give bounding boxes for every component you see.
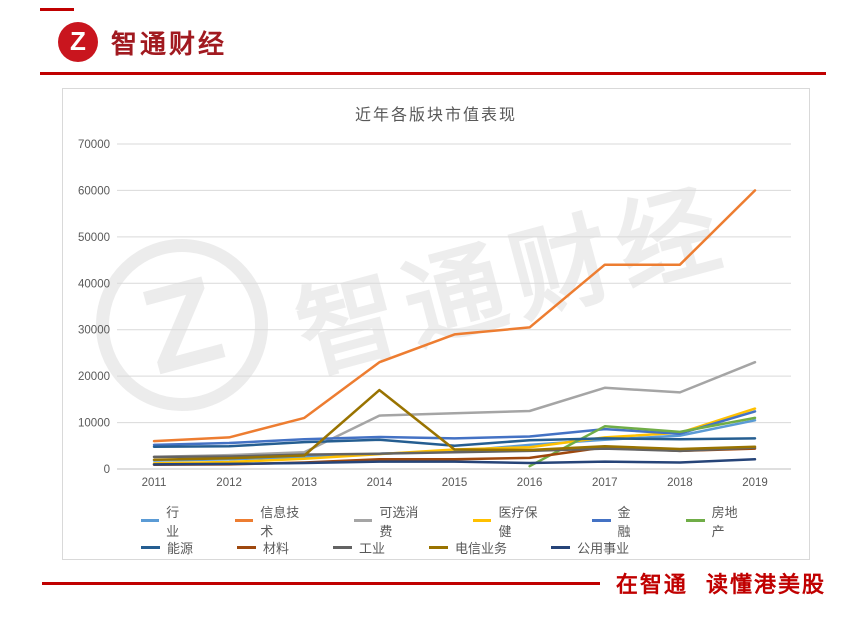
legend-row: 能源 材料 工业 电信业务 公用事业	[141, 534, 793, 561]
legend-row: 行业 信息技术 可选消费 医疗保健 金融 房地产	[141, 505, 793, 539]
legend-label: 金融	[617, 504, 631, 539]
legend-swatch	[686, 519, 705, 522]
legend-swatch	[141, 546, 160, 549]
x-tick-label: 2013	[292, 477, 318, 489]
footer-rule	[42, 581, 600, 585]
x-tick-label: 2018	[667, 477, 693, 489]
chart-container: Z 智通财经 0 10000 20000 30000 40000 50000 60000 70…	[62, 88, 810, 560]
legend-label: 信息技术	[260, 504, 300, 539]
series-line	[152, 437, 757, 448]
series-line	[152, 446, 757, 459]
legend-item: 医疗保健	[473, 502, 548, 540]
brand-logo-icon: Z	[58, 22, 98, 62]
legend-label: 行业	[166, 504, 180, 539]
series-line	[152, 360, 757, 459]
logo-z-glyph: Z	[70, 26, 86, 56]
x-tick-label: 2019	[742, 477, 768, 489]
legend-item: 金融	[592, 502, 642, 540]
x-tick-label: 2017	[592, 477, 618, 489]
brand-header: Z 智通财经	[58, 22, 227, 62]
y-tick-label: 20000	[78, 371, 110, 383]
legend-item: 信息技术	[235, 502, 310, 540]
legend-item: 公用事业	[551, 538, 629, 557]
legend-swatch	[235, 519, 254, 522]
legend-label: 房地产	[711, 504, 738, 539]
y-tick-label: 10000	[78, 418, 110, 430]
legend-item: 电信业务	[429, 538, 507, 557]
legend-swatch	[429, 546, 449, 549]
chart-title: 近年各版块市值表现	[354, 107, 517, 124]
x-tick-label: 2012	[216, 477, 242, 489]
series-line	[152, 189, 757, 443]
legend-item: 能源	[141, 538, 193, 557]
top-accent-line	[40, 8, 74, 11]
chart-legend: 行业 信息技术 可选消费 医疗保健 金融 房地产能源 材料 工业 电信业务 公用事业	[141, 505, 793, 561]
series-line	[528, 416, 757, 468]
legend-item: 材料	[237, 538, 289, 557]
y-tick-label: 60000	[78, 185, 110, 197]
legend-item: 行业	[141, 502, 191, 540]
y-tick-label: 30000	[78, 325, 110, 337]
legend-item: 工业	[333, 538, 385, 557]
series-line	[152, 388, 757, 461]
series-line	[152, 410, 757, 447]
line-chart: 0 10000 20000 30000 40000 50000 60000 70000 2011…	[78, 139, 791, 489]
legend-swatch	[592, 519, 611, 522]
y-tick-label: 50000	[78, 232, 110, 244]
legend-swatch	[473, 519, 492, 522]
legend-label: 公用事业	[577, 541, 630, 556]
legend-item: 房地产	[686, 502, 749, 540]
y-tick-label: 40000	[78, 278, 110, 290]
x-tick-label: 2015	[442, 477, 468, 489]
x-tick-label: 2016	[517, 477, 543, 489]
legend-swatch	[237, 546, 257, 549]
x-tick-label: 2011	[142, 477, 167, 489]
legend-label: 能源	[167, 541, 194, 556]
legend-label: 可选消费	[379, 504, 419, 539]
footer: 在智通 读懂港美股	[42, 567, 826, 599]
header-rule	[40, 72, 826, 75]
legend-item: 可选消费	[354, 502, 429, 540]
footer-slogan: 在智通 读懂港美股	[615, 572, 826, 597]
y-tick-label: 70000	[78, 139, 110, 151]
legend-swatch	[333, 546, 353, 549]
legend-label: 材料	[263, 541, 290, 556]
brand-name: 智通财经	[111, 28, 228, 59]
legend-swatch	[551, 546, 571, 549]
legend-label: 医疗保健	[498, 504, 538, 539]
legend-label: 电信业务	[455, 541, 508, 556]
series-line	[152, 458, 757, 466]
x-tick-label: 2014	[367, 477, 393, 489]
legend-swatch	[141, 519, 160, 522]
legend-label: 工业	[359, 541, 386, 556]
legend-swatch	[354, 519, 373, 522]
y-tick-label: 0	[104, 464, 110, 476]
